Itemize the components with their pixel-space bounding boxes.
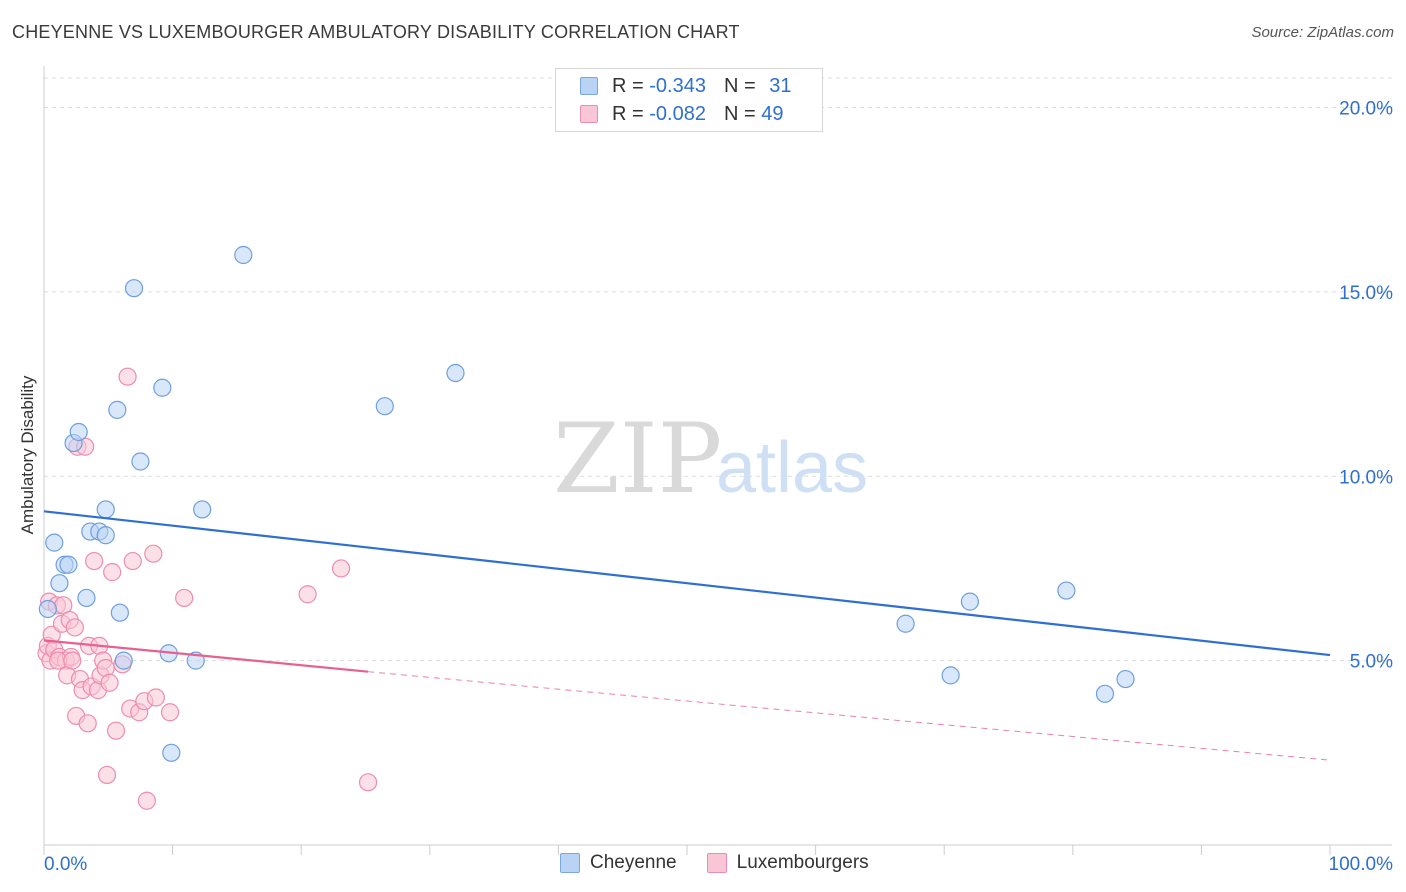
luxembourgers-point (160, 703, 180, 722)
watermark: ZIP atlas (553, 403, 868, 515)
luxembourgers-point (146, 688, 165, 707)
source-label: Source: ZipAtlas.com (1251, 24, 1394, 41)
legend-n-value: 49 (761, 102, 784, 125)
legend-n-value: 31 (769, 74, 792, 97)
luxembourgers-point (100, 673, 119, 692)
cheyenne-point (77, 588, 96, 608)
luxembourgers-series (37, 367, 378, 810)
cheyenne-point (193, 500, 212, 519)
y-tick-label: 5.0% (1350, 652, 1393, 673)
cheyenne-trend-line (43, 510, 1331, 657)
luxembourgers-point (358, 773, 378, 792)
legend-row-cheyenne: R = -0.343 N = 31 (580, 74, 791, 98)
y-tick-label: 10.0% (1339, 467, 1393, 488)
cheyenne-legend-icon (560, 853, 580, 873)
luxembourgers-trend-line (43, 639, 369, 673)
legend-item-luxembourgers[interactable]: Luxembourgers (706, 852, 869, 874)
legend-n-label: N = (723, 74, 756, 97)
cheyenne-point (131, 452, 150, 471)
watermark-atlas: atlas (716, 428, 868, 508)
luxembourgers-point (65, 618, 84, 637)
luxembourgers-trend-extension (368, 671, 1331, 761)
luxembourgers-point (331, 559, 351, 578)
cheyenne-point (941, 666, 960, 685)
luxembourgers-point (298, 585, 317, 604)
luxembourgers-point (78, 714, 97, 733)
cheyenne-point (446, 363, 465, 383)
legend-r-label: R = (612, 74, 644, 97)
legend-label-cheyenne: Cheyenne (590, 852, 677, 873)
cheyenne-series (38, 245, 1135, 762)
trend-lines (43, 510, 1331, 761)
tick-labels: 5.0% 10.0% 15.0% 20.0% 0.0% 100.0% (44, 99, 1393, 876)
cheyenne-point (896, 614, 915, 633)
cheyenne-point (110, 603, 129, 622)
cheyenne-point (375, 397, 394, 416)
cheyenne-point (153, 378, 172, 397)
legend-row-luxembourgers: R = -0.082 N = 49 (580, 102, 783, 126)
cheyenne-point (108, 400, 127, 419)
cheyenne-point (50, 574, 69, 593)
y-tick-label: 20.0% (1339, 99, 1393, 120)
luxembourgers-point (63, 651, 82, 670)
cheyenne-swatch-icon (580, 77, 598, 95)
watermark-zip: ZIP (553, 403, 722, 515)
luxembourgers-point (175, 588, 194, 608)
luxembourgers-point (103, 563, 122, 582)
luxembourgers-point (118, 367, 137, 386)
luxembourgers-point (106, 721, 126, 740)
cheyenne-point (1095, 684, 1115, 703)
series-legend: Cheyenne Luxembourgers (560, 852, 899, 874)
x-tick-label: 100.0% (1329, 854, 1394, 875)
x-tick-label: 0.0% (44, 854, 87, 875)
cheyenne-point (96, 500, 115, 519)
cheyenne-point (1057, 581, 1076, 600)
luxembourgers-legend-icon (706, 853, 727, 873)
cheyenne-point (162, 743, 181, 762)
cheyenne-point (69, 422, 88, 442)
chart-title: CHEYENNE VS LUXEMBOURGER AMBULATORY DISA… (12, 22, 740, 42)
legend-label-luxembourgers: Luxembourgers (736, 852, 869, 873)
cheyenne-point (1116, 669, 1135, 689)
cheyenne-point (960, 592, 980, 611)
cheyenne-point (234, 245, 253, 265)
luxembourgers-swatch-icon (580, 105, 598, 123)
cheyenne-point (124, 279, 144, 298)
legend-n-label: N = (723, 102, 756, 125)
legend-r-value: -0.343 (649, 74, 706, 97)
axes (43, 66, 1392, 855)
cheyenne-point (96, 526, 115, 545)
cheyenne-point (114, 651, 133, 670)
y-tick-label: 15.0% (1339, 283, 1393, 304)
luxembourgers-point (137, 791, 156, 810)
gridlines (44, 77, 1392, 662)
cheyenne-point (59, 555, 78, 574)
luxembourgers-point (97, 765, 117, 785)
legend-r-label: R = (612, 102, 644, 125)
luxembourgers-point (85, 551, 104, 571)
legend-r-value: -0.082 (649, 102, 706, 125)
cheyenne-point (45, 533, 64, 552)
luxembourgers-point (123, 551, 142, 571)
cheyenne-point (38, 599, 57, 619)
correlation-legend: R = -0.343 N = 31 R = -0.082 N = 49 (555, 68, 823, 132)
luxembourgers-point (144, 544, 163, 563)
legend-item-cheyenne[interactable]: Cheyenne (560, 852, 677, 874)
